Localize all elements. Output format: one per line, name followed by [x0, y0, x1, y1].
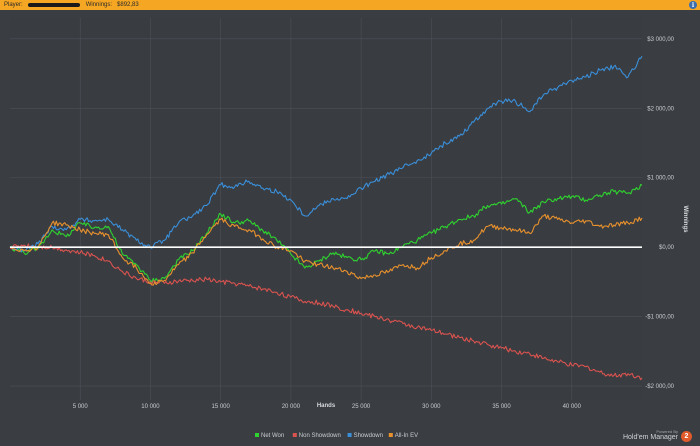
- x-tick-label: 5 000: [73, 404, 89, 410]
- player-label: Player:: [4, 2, 23, 8]
- player-name-redacted: [27, 3, 80, 7]
- y-tick-label: $2 000,00: [647, 106, 674, 112]
- title-bar: Player: Winnings: $892,83 i: [0, 0, 700, 10]
- winnings-chart: 5 000 10 000 15 000 20 000 25 000 30 000 35 00…: [9, 18, 688, 439]
- legend-swatch: [292, 433, 297, 437]
- winnings-label: Winnings:: [85, 2, 113, 8]
- y-tick-label: -$1 000,00: [645, 315, 674, 321]
- legend-label: Non Showdown: [299, 433, 341, 439]
- powered-by-label: Powered By: [656, 429, 678, 434]
- winnings-value: $892,83: [117, 2, 139, 8]
- x-tick-label: 40 000: [563, 404, 582, 410]
- brand-block: Powered By Hold'em Manager 2: [623, 429, 692, 442]
- tick-layer: 5 000 10 000 15 000 20 000 25 000 30 000 35 00…: [73, 37, 675, 410]
- y-tick-label: $0,00: [659, 245, 675, 251]
- x-tick-label: 20 000: [282, 404, 301, 410]
- series-line-showdown: [9, 55, 643, 253]
- legend-swatch: [255, 433, 259, 437]
- y-tick-label: $1 000,00: [647, 176, 674, 182]
- x-tick-label: 10 000: [141, 404, 160, 410]
- series-layer: [9, 55, 643, 381]
- plot-background: [10, 18, 642, 400]
- legend-swatch: [388, 433, 393, 437]
- x-tick-label: 30 000: [422, 404, 441, 410]
- legend-label: All-In EV: [395, 433, 418, 439]
- brand-logo-icon: 2: [681, 431, 692, 442]
- series-line-non-showdown: [9, 243, 643, 381]
- series-line-net-won: [9, 183, 643, 283]
- x-tick-label: 35 000: [492, 404, 511, 410]
- y-axis-title: Winnings: [682, 206, 688, 234]
- x-tick-label: 25 000: [352, 404, 371, 410]
- legend-label: Showdown: [354, 433, 383, 439]
- legend: Net Won Non Showdown Showdown All-In EV: [255, 433, 418, 439]
- y-tick-label: -$2 000,00: [645, 384, 674, 390]
- legend-swatch: [347, 433, 352, 437]
- legend-label: Net Won: [261, 433, 284, 439]
- x-axis-title: Hands: [317, 403, 336, 409]
- brand-name: Hold'em Manager: [622, 434, 678, 441]
- y-tick-label: $3 000,00: [647, 37, 674, 43]
- info-icon[interactable]: i: [689, 1, 697, 9]
- x-tick-label: 15 000: [211, 404, 230, 410]
